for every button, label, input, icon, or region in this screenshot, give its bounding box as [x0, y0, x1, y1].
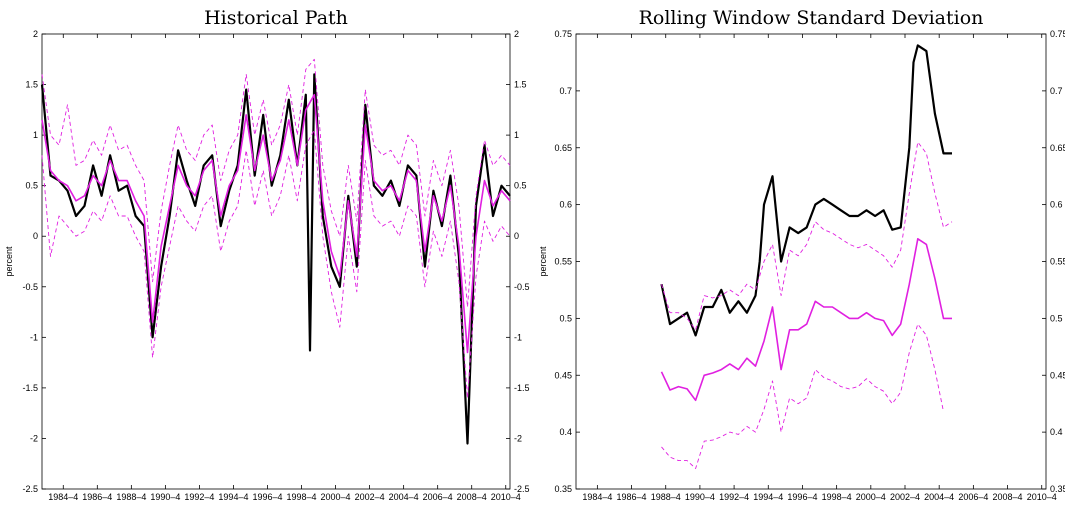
y-tick-label-right: 0.35: [1050, 484, 1065, 494]
chart-title: Historical Path: [204, 7, 348, 29]
x-tick-label: 2010–4: [491, 492, 521, 502]
y-tick-label-left: -1: [30, 332, 38, 342]
x-tick-label: 1986–4: [617, 492, 647, 502]
x-tick-label: 2002–4: [890, 492, 920, 502]
x-tick-label: 1992–4: [719, 492, 749, 502]
series-line-solid-magenta: [41, 93, 511, 354]
y-axis-label: percent: [538, 246, 548, 277]
x-tick-label: 1984–4: [48, 492, 78, 502]
y-tick-label-left: -2.5: [22, 484, 38, 494]
x-tick-label: 2008–4: [457, 492, 487, 502]
y-tick-label-right: 0.5: [514, 181, 527, 191]
series-line-dashed-magenta-upper: [41, 58, 511, 308]
y-tick-label-right: 0.6: [1050, 200, 1063, 210]
y-tick-label-left: 0.5: [25, 181, 38, 191]
y-tick-label-left: 0.65: [554, 143, 572, 153]
x-tick-label: 1990–4: [685, 492, 715, 502]
series-line-solid-black: [40, 73, 511, 445]
y-tick-label-right: 0.45: [1050, 370, 1065, 380]
x-tick-label: 1986–4: [82, 492, 112, 502]
x-tick-label: 2000–4: [856, 492, 886, 502]
y-tick-label-left: 0.7: [559, 86, 572, 96]
x-tick-label: 1994–4: [218, 492, 248, 502]
series-line-solid-black: [660, 44, 952, 337]
rolling-std-chart: Rolling Window Standard Deviation percent…: [538, 7, 1065, 502]
y-tick-label-left: 0.75: [554, 29, 572, 39]
x-tick-label: 1998–4: [287, 492, 317, 502]
x-tick-label: 2004–4: [389, 492, 419, 502]
series-line-solid-magenta: [660, 238, 952, 402]
x-tick-label: 1992–4: [184, 492, 214, 502]
x-tick-label: 1988–4: [116, 492, 146, 502]
series-line-dashed-magenta-upper: [661, 141, 953, 331]
y-tick-label-left: 0: [33, 231, 38, 241]
x-tick-label: 1990–4: [150, 492, 180, 502]
y-tick-label-right: 2: [514, 29, 519, 39]
y-tick-label-right: 0.4: [1050, 427, 1063, 437]
y-tick-label-right: 0.7: [1050, 86, 1063, 96]
y-tick-label-left: -1.5: [22, 383, 38, 393]
series-line-dashed-magenta-lower: [661, 323, 944, 469]
x-tick-label: 1998–4: [822, 492, 852, 502]
y-tick-label-left: 0.55: [554, 257, 572, 267]
y-tick-label-right: -2: [514, 433, 522, 443]
x-tick-label: 1984–4: [582, 492, 612, 502]
y-tick-label-left: 2: [33, 29, 38, 39]
y-tick-label-right: 0.75: [1050, 29, 1065, 39]
x-tick-label: 2004–4: [924, 492, 954, 502]
y-tick-label-right: -0.5: [514, 282, 530, 292]
y-tick-label-left: 0.4: [559, 427, 572, 437]
x-tick-label: 1988–4: [651, 492, 681, 502]
x-tick-label: 2010–4: [1027, 492, 1057, 502]
y-tick-label-right: 0.65: [1050, 143, 1065, 153]
x-tick-label: 2006–4: [423, 492, 453, 502]
x-tick-label: 2006–4: [958, 492, 988, 502]
x-tick-label: 2002–4: [355, 492, 385, 502]
y-tick-label-left: 1: [33, 130, 38, 140]
y-tick-label-left: 0.35: [554, 484, 572, 494]
y-tick-label-right: -1: [514, 332, 522, 342]
y-tick-label-right: 0: [514, 231, 519, 241]
x-tick-label: 1994–4: [753, 492, 783, 502]
y-axis-label: percent: [4, 246, 14, 277]
x-tick-label: 1996–4: [252, 492, 282, 502]
y-tick-label-right: 0.5: [1050, 313, 1063, 323]
chart-title: Rolling Window Standard Deviation: [639, 7, 984, 29]
y-tick-label-right: -2.5: [514, 484, 530, 494]
series-line-dashed-magenta-lower: [41, 129, 511, 399]
y-tick-label-left: -0.5: [22, 282, 38, 292]
y-tick-label-left: 1.5: [25, 80, 38, 90]
y-tick-label-left: 0.6: [559, 200, 572, 210]
plot-frame: [575, 33, 1047, 490]
y-tick-label-left: -2: [30, 433, 38, 443]
plot-frame: [41, 33, 511, 490]
y-tick-label-right: -1.5: [514, 383, 530, 393]
y-tick-label-left: 0.45: [554, 370, 572, 380]
historical-path-chart: Historical Path percent -2.5 -2.5 -2 -2 -1.5 -1…: [4, 7, 530, 502]
y-tick-label-right: 1: [514, 130, 519, 140]
y-tick-label-right: 1.5: [514, 80, 527, 90]
y-tick-label-right: 0.55: [1050, 257, 1065, 267]
x-tick-label: 2008–4: [993, 492, 1023, 502]
y-tick-label-left: 0.5: [559, 313, 572, 323]
x-tick-label: 1996–4: [787, 492, 817, 502]
x-tick-label: 2000–4: [321, 492, 351, 502]
